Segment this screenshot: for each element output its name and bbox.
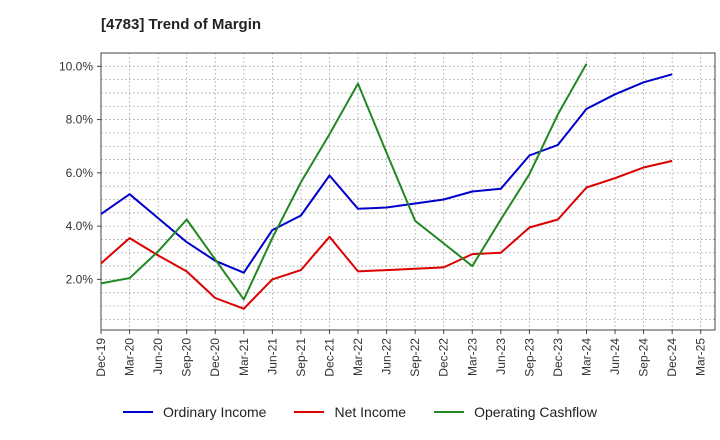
x-tick-label: Sep-20 [180, 338, 194, 377]
legend-swatch [294, 411, 325, 413]
x-tick-label: Dec-24 [665, 338, 679, 377]
x-tick-label: Jun-23 [494, 338, 508, 375]
x-tick-label: Mar-24 [579, 338, 593, 376]
y-tick-label: 4.0% [66, 219, 94, 233]
series-lines [100, 63, 673, 310]
legend-item: Ordinary Income [122, 404, 267, 420]
x-axis-ticks: Dec-19 Mar-20 Jun-20 Sep-20 Dec-20 Mar-21 Jun-… [94, 330, 708, 377]
y-axis-ticks: 2.0% 4.0% 6.0% 8.0% 10.0% [59, 59, 101, 286]
legend-swatch [122, 411, 153, 413]
chart-title: [4783] Trend of Margin [101, 16, 262, 33]
legend-swatch [434, 411, 465, 413]
y-tick-label: 8.0% [66, 113, 94, 127]
legend-label: Ordinary Income [162, 404, 267, 420]
legend-item: Net Income [294, 404, 406, 420]
x-tick-label: Sep-24 [637, 338, 651, 377]
y-tick-label: 6.0% [66, 166, 94, 180]
x-tick-label: Sep-23 [522, 338, 536, 377]
x-tick-label: Jun-22 [380, 338, 394, 375]
series-line-net-income [100, 159, 673, 310]
grid [100, 52, 715, 330]
legend-label: Operating Cashflow [474, 404, 598, 420]
x-tick-label: Dec-23 [551, 338, 565, 377]
x-tick-label: Mar-23 [465, 338, 479, 376]
x-tick-label: Dec-21 [322, 338, 336, 377]
y-tick-label: 10.0% [59, 59, 93, 73]
x-tick-label: Jun-24 [608, 338, 622, 375]
x-tick-label: Dec-20 [208, 338, 222, 377]
legend-item: Operating Cashflow [434, 404, 597, 420]
x-tick-label: Mar-21 [237, 338, 251, 376]
x-tick-label: Sep-22 [408, 338, 422, 377]
x-tick-label: Sep-21 [294, 338, 308, 377]
x-tick-label: Mar-25 [694, 338, 708, 376]
x-tick-label: Jun-20 [151, 338, 165, 375]
series-line-operating-cashflow [100, 63, 588, 301]
x-tick-label: Mar-20 [123, 338, 137, 376]
legend-label: Net Income [334, 404, 407, 420]
x-tick-label: Mar-22 [351, 338, 365, 376]
x-tick-label: Dec-19 [94, 338, 108, 377]
plot-frame [100, 52, 716, 331]
x-tick-label: Dec-22 [437, 338, 451, 377]
x-tick-label: Jun-21 [265, 338, 279, 375]
legend: Ordinary Income Net Income Operating Cashf… [0, 404, 720, 420]
y-tick-label: 2.0% [66, 272, 94, 286]
series-line-ordinary-income [100, 73, 673, 274]
